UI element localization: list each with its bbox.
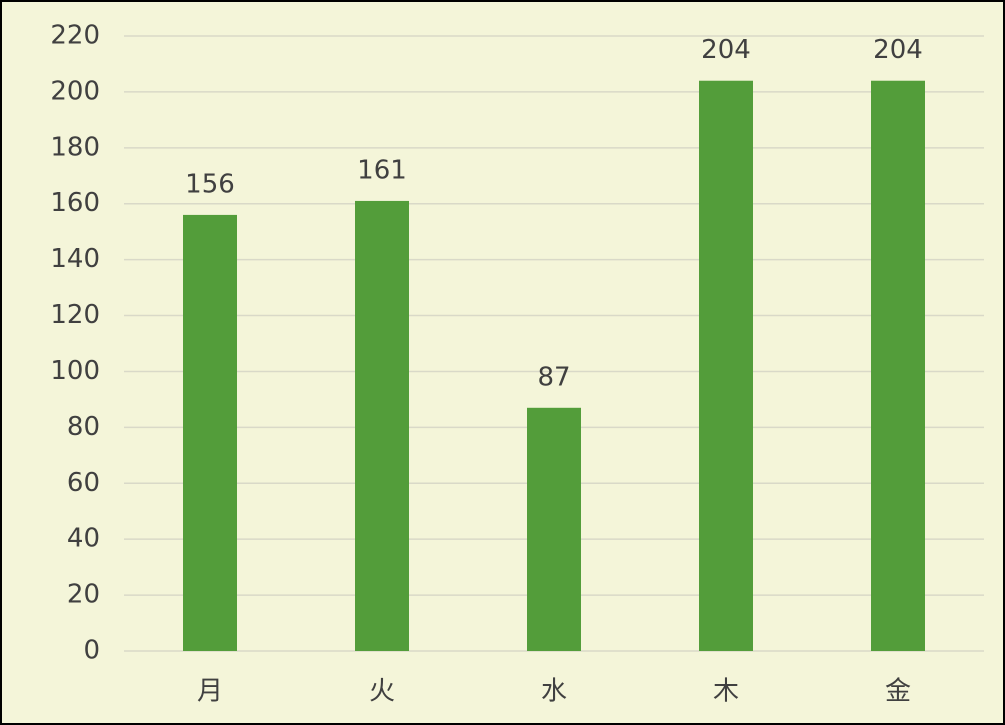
x-tick-label: 火 xyxy=(369,677,395,707)
data-label: 87 xyxy=(537,362,570,392)
x-tick-label: 水 xyxy=(541,677,567,707)
bar xyxy=(183,214,237,651)
bar xyxy=(355,200,409,651)
y-tick-label: 60 xyxy=(67,468,100,498)
y-tick-label: 220 xyxy=(50,21,100,51)
x-tick-label: 金 xyxy=(885,677,911,707)
y-tick-label: 80 xyxy=(67,412,100,442)
y-tick-label: 100 xyxy=(50,356,100,386)
y-tick-label: 160 xyxy=(50,188,100,218)
y-tick-label: 0 xyxy=(83,636,100,666)
data-label: 204 xyxy=(701,35,751,65)
y-tick-label: 20 xyxy=(67,580,100,610)
data-label: 204 xyxy=(873,35,923,65)
data-label: 161 xyxy=(357,155,407,185)
y-tick-label: 200 xyxy=(50,76,100,106)
bar xyxy=(699,80,753,651)
y-tick-label: 120 xyxy=(50,300,100,330)
y-tick-label: 40 xyxy=(67,524,100,554)
x-tick-label: 木 xyxy=(713,677,739,707)
bar xyxy=(527,407,581,651)
data-label: 156 xyxy=(185,169,235,199)
y-tick-label: 140 xyxy=(50,244,100,274)
x-tick-label: 月 xyxy=(197,677,223,707)
bar xyxy=(871,80,925,651)
y-tick-label: 180 xyxy=(50,132,100,162)
